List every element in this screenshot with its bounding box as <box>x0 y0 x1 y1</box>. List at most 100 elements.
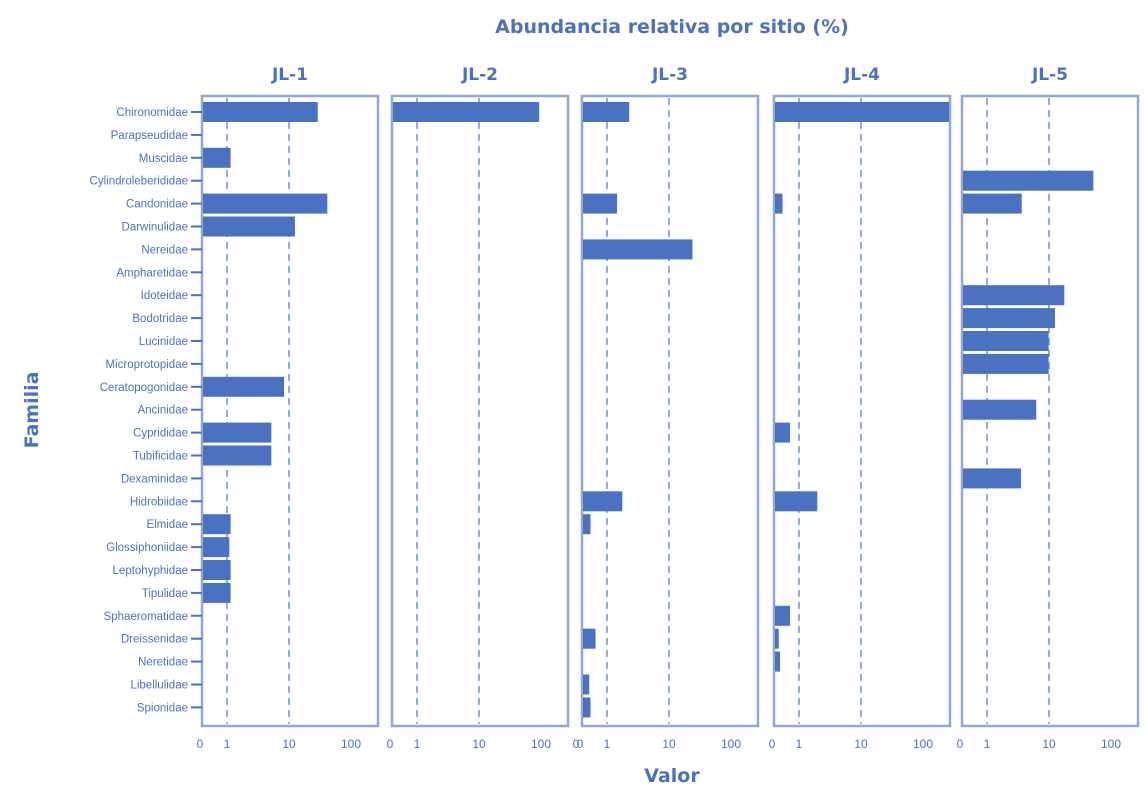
bar <box>203 193 328 214</box>
bar <box>583 514 591 535</box>
category-label: Candonidae <box>126 199 188 211</box>
bar <box>203 376 284 397</box>
category-label: Chironomidae <box>116 107 188 119</box>
category-label: Darwinulidae <box>122 222 188 234</box>
bar <box>203 102 318 122</box>
bar <box>775 628 779 649</box>
bar <box>583 674 590 695</box>
bar <box>583 628 596 649</box>
bar <box>203 147 231 168</box>
x-tick-label: 0 <box>387 737 394 751</box>
bar <box>963 331 1049 351</box>
panel-jl-1: JL-1 0 1 10 100 <box>197 65 380 751</box>
category-label: Tipulidae <box>142 588 188 600</box>
category-label: Dreissenidae <box>121 634 188 646</box>
bar <box>775 102 949 122</box>
bar <box>963 170 1094 191</box>
bar <box>203 582 231 603</box>
category-label: Lucinidae <box>139 336 188 348</box>
bar <box>203 537 230 558</box>
category-label: Microprotopidae <box>106 359 188 371</box>
category-label: Bodotridae <box>132 313 188 325</box>
x-tick-label: 1 <box>414 737 421 751</box>
bar <box>963 399 1037 420</box>
category-label: Cylindroleberididae <box>90 176 188 188</box>
category-label: Ampharetidae <box>116 267 188 279</box>
bar <box>775 605 790 626</box>
category-label: Dexaminidae <box>121 473 188 485</box>
x-tick-label: 0 <box>573 737 580 751</box>
panel-jl-3: JL-3 0 1 10 100 <box>577 65 760 751</box>
bar <box>203 514 231 535</box>
bar <box>963 308 1055 329</box>
panel-jl-4: JL-4 0 1 10 100 <box>769 65 952 751</box>
panel-frame <box>200 94 380 728</box>
category-label: Idoteidae <box>141 290 188 302</box>
x-tick-label: 100 <box>1101 737 1121 751</box>
category-label: Ceratopogonidae <box>100 382 188 394</box>
category-label: Tubificidae <box>133 451 188 463</box>
x-tick-label: 1 <box>604 737 611 751</box>
x-tick-label: 0 <box>577 737 584 751</box>
bar <box>963 285 1065 306</box>
panel-frame <box>772 94 952 728</box>
x-tick-label: 1 <box>224 737 231 751</box>
bar <box>963 353 1049 374</box>
x-tick-label: 10 <box>282 737 296 751</box>
bar <box>583 239 693 260</box>
x-tick-label: 100 <box>721 737 741 751</box>
category-label: Cyprididae <box>133 428 188 440</box>
x-tick-label: 1 <box>984 737 991 751</box>
x-tick-label: 100 <box>531 737 551 751</box>
panel-frame <box>390 94 570 728</box>
x-tick-label: 10 <box>662 737 676 751</box>
panel-title: JL-3 <box>651 65 688 85</box>
category-label: Neretidae <box>138 657 188 669</box>
bar <box>583 491 623 512</box>
bar <box>203 560 231 580</box>
bar <box>203 216 295 237</box>
bar <box>963 468 1021 489</box>
x-tick-label: 0 <box>769 737 776 751</box>
category-label: Muscidae <box>139 153 188 165</box>
category-label: Leptohyphidae <box>113 565 188 577</box>
x-axis-label: Valor <box>644 765 700 787</box>
x-tick-label: 0 <box>957 737 964 751</box>
panel-frame <box>960 94 1140 728</box>
bar <box>203 422 272 443</box>
bar <box>583 102 630 122</box>
x-tick-label: 1 <box>796 737 803 751</box>
panel-jl-5: JL-5 0 1 10 100 <box>957 65 1140 751</box>
y-axis-label: Familia <box>21 372 43 449</box>
panel-frame <box>580 94 760 728</box>
bar <box>775 651 780 672</box>
x-tick-label: 100 <box>341 737 361 751</box>
x-tick-label: 0 <box>197 737 204 751</box>
panel-jl-2: JL-2 0 1 10 100 0 <box>387 65 580 751</box>
panel-title: JL-5 <box>1031 65 1068 85</box>
bar <box>583 193 618 214</box>
category-labels: Chironomidae Parapseudidae Muscidae Cylindr… <box>90 107 202 714</box>
category-label: Glossiphoniidae <box>106 542 188 554</box>
bar <box>963 193 1022 214</box>
bar <box>775 491 818 512</box>
bar <box>775 422 790 443</box>
panel-title: JL-1 <box>271 65 308 85</box>
panel-title: JL-2 <box>461 65 498 85</box>
bar <box>583 697 591 718</box>
category-label: Libellulidae <box>130 680 188 692</box>
category-label: Ancinidae <box>137 405 188 417</box>
category-label: Nereidae <box>141 244 188 256</box>
category-label: Sphaeromatidae <box>104 611 188 623</box>
x-tick-label: 10 <box>854 737 868 751</box>
bar <box>203 445 272 466</box>
panel-title: JL-4 <box>843 65 880 85</box>
chart-title: Abundancia relativa por sitio (%) <box>495 16 849 38</box>
x-tick-label: 10 <box>472 737 486 751</box>
bar <box>393 102 540 122</box>
bar <box>775 193 783 214</box>
x-tick-label: 100 <box>913 737 933 751</box>
category-label: Hidrobiidae <box>130 496 188 508</box>
